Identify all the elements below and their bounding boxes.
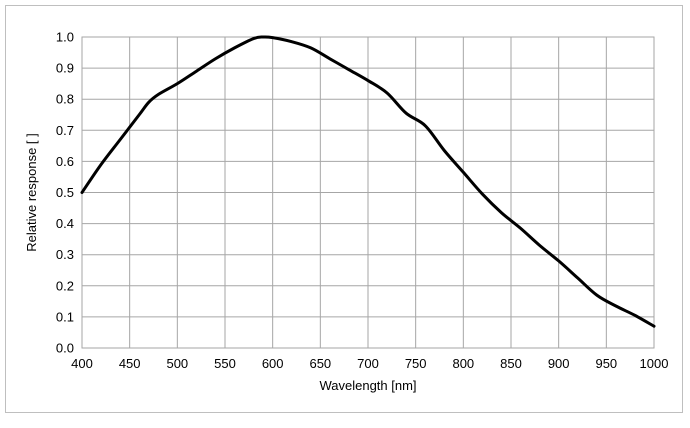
y-tick-label: 0.5 <box>56 185 74 200</box>
y-tick-label: 0.2 <box>56 278 74 293</box>
x-tick-label: 800 <box>452 356 474 371</box>
x-tick-label: 700 <box>357 356 379 371</box>
y-tick-label: 0.4 <box>56 216 74 231</box>
x-axis-title: Wavelength [nm] <box>319 378 416 393</box>
x-tick-label: 550 <box>214 356 236 371</box>
x-tick-label: 400 <box>71 356 93 371</box>
grid <box>81 36 655 349</box>
x-tick-label: 750 <box>405 356 427 371</box>
x-tick-label: 500 <box>166 356 188 371</box>
y-tick-labels: 0.0 0.1 0.2 0.3 0.4 0.5 0.6 0.7 0.8 0.9 1.0 <box>56 30 74 356</box>
y-tick-label: 0.1 <box>56 309 74 324</box>
y-tick-label: 0.9 <box>56 61 74 76</box>
x-tick-labels: 400 450 500 550 600 650 700 750 800 850 900 950 1000 <box>71 356 668 371</box>
x-tick-label: 650 <box>309 356 331 371</box>
y-tick-label: 0.3 <box>56 247 74 262</box>
chart-frame <box>5 5 683 413</box>
y-tick-label: 0.7 <box>56 123 74 138</box>
y-tick-label: 0.8 <box>56 92 74 107</box>
y-axis-title: Relative response [ ] <box>24 133 39 252</box>
x-tick-label: 850 <box>500 356 522 371</box>
y-tick-label: 1.0 <box>56 30 74 45</box>
x-tick-label: 450 <box>119 356 141 371</box>
series-group <box>80 35 656 328</box>
x-tick-label: 600 <box>262 356 284 371</box>
y-tick-label: 0.6 <box>56 154 74 169</box>
y-tick-label: 0.0 <box>56 341 74 356</box>
series-line <box>80 35 656 328</box>
x-tick-label: 1000 <box>640 356 669 371</box>
x-tick-label: 950 <box>595 356 617 371</box>
x-tick-label: 900 <box>548 356 570 371</box>
